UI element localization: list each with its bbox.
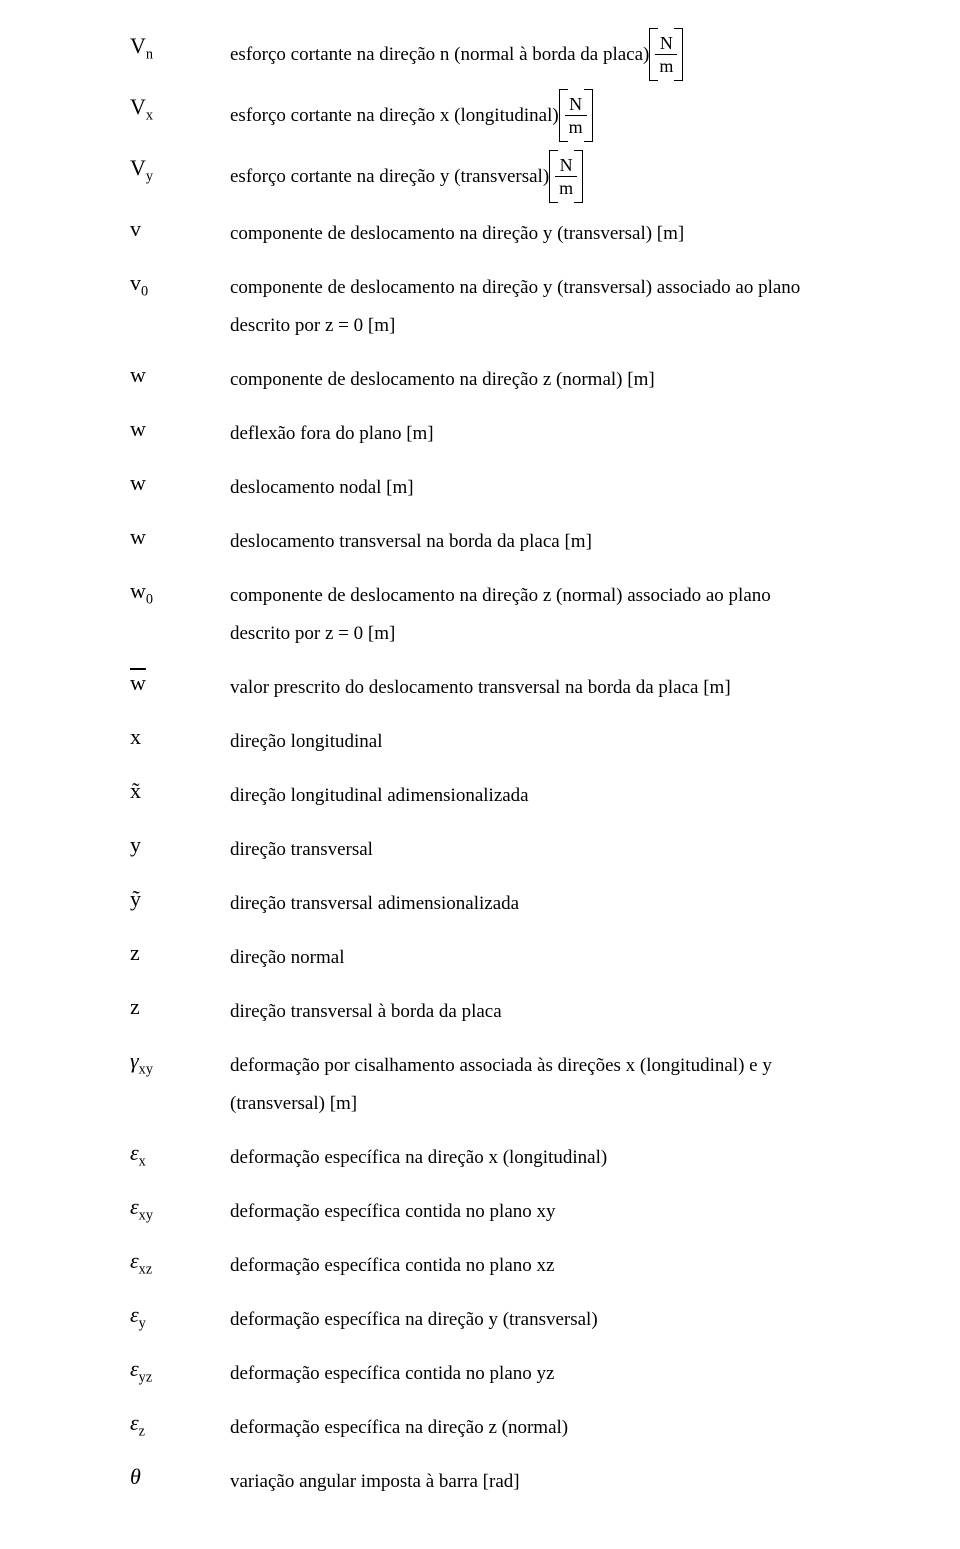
symbol: z	[130, 939, 230, 968]
glossary-entry: εzdeformação específica na direção z (no…	[130, 1409, 860, 1447]
glossary-entry: wvalor prescrito do deslocamento transve…	[130, 669, 860, 707]
description-text: esforço cortante na direção x (longitudi…	[230, 97, 559, 135]
symbol: Vy	[130, 154, 230, 186]
glossary-entry: w0componente de deslocamento na direção …	[130, 577, 860, 615]
description: direção longitudinal	[230, 723, 860, 761]
symbol: εx	[130, 1139, 230, 1171]
description: direção transversal à borda da placa	[230, 993, 860, 1031]
symbol: w0	[130, 577, 230, 609]
glossary-entry: ydireção transversal	[130, 831, 860, 869]
symbol: v0	[130, 269, 230, 301]
symbol: w	[130, 469, 230, 498]
glossary-entry: wdeflexão fora do plano [m]	[130, 415, 860, 453]
description: componente de deslocamento na direção y …	[230, 215, 860, 253]
symbol: v	[130, 215, 230, 244]
description: variação angular imposta à barra [rad]	[230, 1463, 860, 1501]
symbol: εxy	[130, 1193, 230, 1225]
description: deformação específica contida no plano x…	[230, 1193, 860, 1231]
description-continuation: descrito por z = 0 [m]	[230, 307, 860, 345]
description: componente de deslocamento na direção y …	[230, 269, 860, 307]
description-continuation: (transversal) [m]	[230, 1085, 860, 1123]
symbol: w	[130, 361, 230, 390]
unit-bracket: Nm	[565, 93, 587, 138]
glossary-entry: εxydeformação específica contida no plan…	[130, 1193, 860, 1231]
glossary-entry: ỹdireção transversal adimensionalizada	[130, 885, 860, 923]
symbol: εyz	[130, 1355, 230, 1387]
description: valor prescrito do deslocamento transver…	[230, 669, 860, 707]
glossary-container: Vnesforço cortante na direção n (normal …	[130, 32, 860, 1501]
description-text: esforço cortante na direção y (transvers…	[230, 158, 549, 196]
symbol: εz	[130, 1409, 230, 1441]
unit-bracket: Nm	[655, 32, 677, 77]
symbol: w	[130, 669, 230, 698]
description: esforço cortante na direção y (transvers…	[230, 154, 860, 199]
symbol: y	[130, 831, 230, 860]
description: componente de deslocamento na direção z …	[230, 361, 860, 399]
symbol: Vx	[130, 93, 230, 125]
description-continuation: descrito por z = 0 [m]	[230, 615, 860, 653]
glossary-entry: wdeslocamento transversal na borda da pl…	[130, 523, 860, 561]
description: direção longitudinal adimensionalizada	[230, 777, 860, 815]
description: deformação específica contida no plano y…	[230, 1355, 860, 1393]
description: esforço cortante na direção x (longitudi…	[230, 93, 860, 138]
description: deformação específica contida no plano x…	[230, 1247, 860, 1285]
glossary-entry: wdeslocamento nodal [m]	[130, 469, 860, 507]
glossary-entry: x̃direção longitudinal adimensionalizada	[130, 777, 860, 815]
glossary-entry: Vnesforço cortante na direção n (normal …	[130, 32, 860, 77]
description: esforço cortante na direção n (normal à …	[230, 32, 860, 77]
description: deslocamento nodal [m]	[230, 469, 860, 507]
glossary-entry: εydeformação específica na direção y (tr…	[130, 1301, 860, 1339]
description-text: esforço cortante na direção n (normal à …	[230, 36, 649, 74]
symbol: x̃	[130, 777, 230, 806]
description: deformação por cisalhamento associada às…	[230, 1047, 860, 1085]
symbol: Vn	[130, 32, 230, 64]
symbol: γxy	[130, 1047, 230, 1079]
description: direção normal	[230, 939, 860, 977]
glossary-entry: εxzdeformação específica contida no plan…	[130, 1247, 860, 1285]
description: direção transversal	[230, 831, 860, 869]
glossary-entry: εxdeformação específica na direção x (lo…	[130, 1139, 860, 1177]
description: deflexão fora do plano [m]	[230, 415, 860, 453]
glossary-entry: wcomponente de deslocamento na direção z…	[130, 361, 860, 399]
description: deformação específica na direção x (long…	[230, 1139, 860, 1177]
symbol: w	[130, 523, 230, 552]
glossary-entry: vcomponente de deslocamento na direção y…	[130, 215, 860, 253]
glossary-entry: xdireção longitudinal	[130, 723, 860, 761]
unit-bracket: Nm	[555, 154, 577, 199]
glossary-entry: θvariação angular imposta à barra [rad]	[130, 1463, 860, 1501]
symbol: w	[130, 415, 230, 444]
glossary-entry: Vyesforço cortante na direção y (transve…	[130, 154, 860, 199]
description: deformação específica na direção z (norm…	[230, 1409, 860, 1447]
glossary-entry: zdireção normal	[130, 939, 860, 977]
description: direção transversal adimensionalizada	[230, 885, 860, 923]
symbol: εy	[130, 1301, 230, 1333]
glossary-entry: εyzdeformação específica contida no plan…	[130, 1355, 860, 1393]
description: deslocamento transversal na borda da pla…	[230, 523, 860, 561]
description: componente de deslocamento na direção z …	[230, 577, 860, 615]
glossary-entry: zdireção transversal à borda da placa	[130, 993, 860, 1031]
symbol: θ	[130, 1463, 230, 1492]
symbol: x	[130, 723, 230, 752]
glossary-entry: v0componente de deslocamento na direção …	[130, 269, 860, 307]
description: deformação específica na direção y (tran…	[230, 1301, 860, 1339]
glossary-entry: γxydeformação por cisalhamento associada…	[130, 1047, 860, 1085]
glossary-entry: Vxesforço cortante na direção x (longitu…	[130, 93, 860, 138]
symbol: εxz	[130, 1247, 230, 1279]
symbol: z	[130, 993, 230, 1022]
symbol: ỹ	[130, 885, 230, 914]
